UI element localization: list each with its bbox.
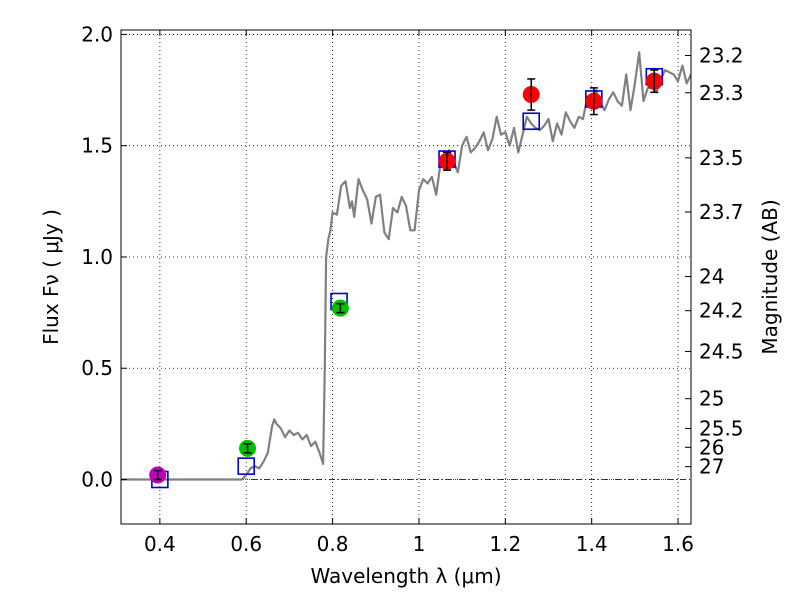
model-spectrum-line: [121, 51, 691, 481]
observed-flux-point: [585, 87, 603, 116]
y-axis-title: Flux Fν ( μJy ): [39, 209, 63, 345]
grid: [121, 30, 691, 524]
magnitude-tick-label: 25: [699, 387, 724, 411]
axis-ticks: 0.4 0.6 0.8 1 1.2 1.4 1.6 0.0 0.5 1.0 1.5 2.0 23.2 23…: [81, 22, 743, 556]
observed-flux-point: [645, 69, 663, 94]
x-tick-label: 0.6: [230, 532, 262, 556]
plot-frame: [120, 29, 692, 525]
y-tick-label: 1.5: [81, 134, 113, 158]
magnitude-tick-label: 23.2: [699, 43, 744, 67]
magnitude-tick-label: 24.2: [699, 299, 744, 323]
x-tick-label: 1.6: [662, 532, 694, 556]
x-tick-label: 0.4: [144, 532, 176, 556]
magnitude-tick-label: 23.3: [699, 81, 744, 105]
y-tick-label: 2.0: [81, 22, 113, 46]
magnitude-tick-label: 24.5: [699, 339, 744, 363]
x-tick-label: 1.4: [576, 532, 608, 556]
observed-flux-point: [149, 466, 167, 484]
x-tick-label: 1: [413, 532, 426, 556]
observed-flux-point: [438, 151, 456, 171]
y-tick-label: 1.0: [81, 245, 113, 269]
x-tick-label: 0.8: [317, 532, 349, 556]
magnitude-tick-label: 25.5: [699, 417, 744, 441]
observed-flux-point: [331, 299, 349, 317]
plot-area: [121, 51, 691, 489]
magnitude-tick-label: 24: [699, 265, 724, 289]
magnitude-axis-title: Magnitude (AB): [758, 199, 782, 354]
y-tick-label: 0.0: [81, 467, 113, 491]
model-flux-square: [237, 457, 256, 475]
observed-flux-point: [522, 78, 540, 111]
magnitude-tick-label: 23.5: [699, 146, 744, 170]
x-tick-label: 1.2: [489, 532, 521, 556]
magnitude-tick-label: 26: [699, 435, 724, 459]
model-flux-square: [522, 112, 541, 131]
magnitude-tick-label: 23.7: [699, 200, 744, 224]
y-tick-label: 0.5: [81, 356, 113, 380]
observed-flux-point: [239, 439, 257, 457]
magnitude-tick-label: 27: [699, 455, 724, 479]
x-axis-title: Wavelength λ (μm): [310, 564, 501, 588]
